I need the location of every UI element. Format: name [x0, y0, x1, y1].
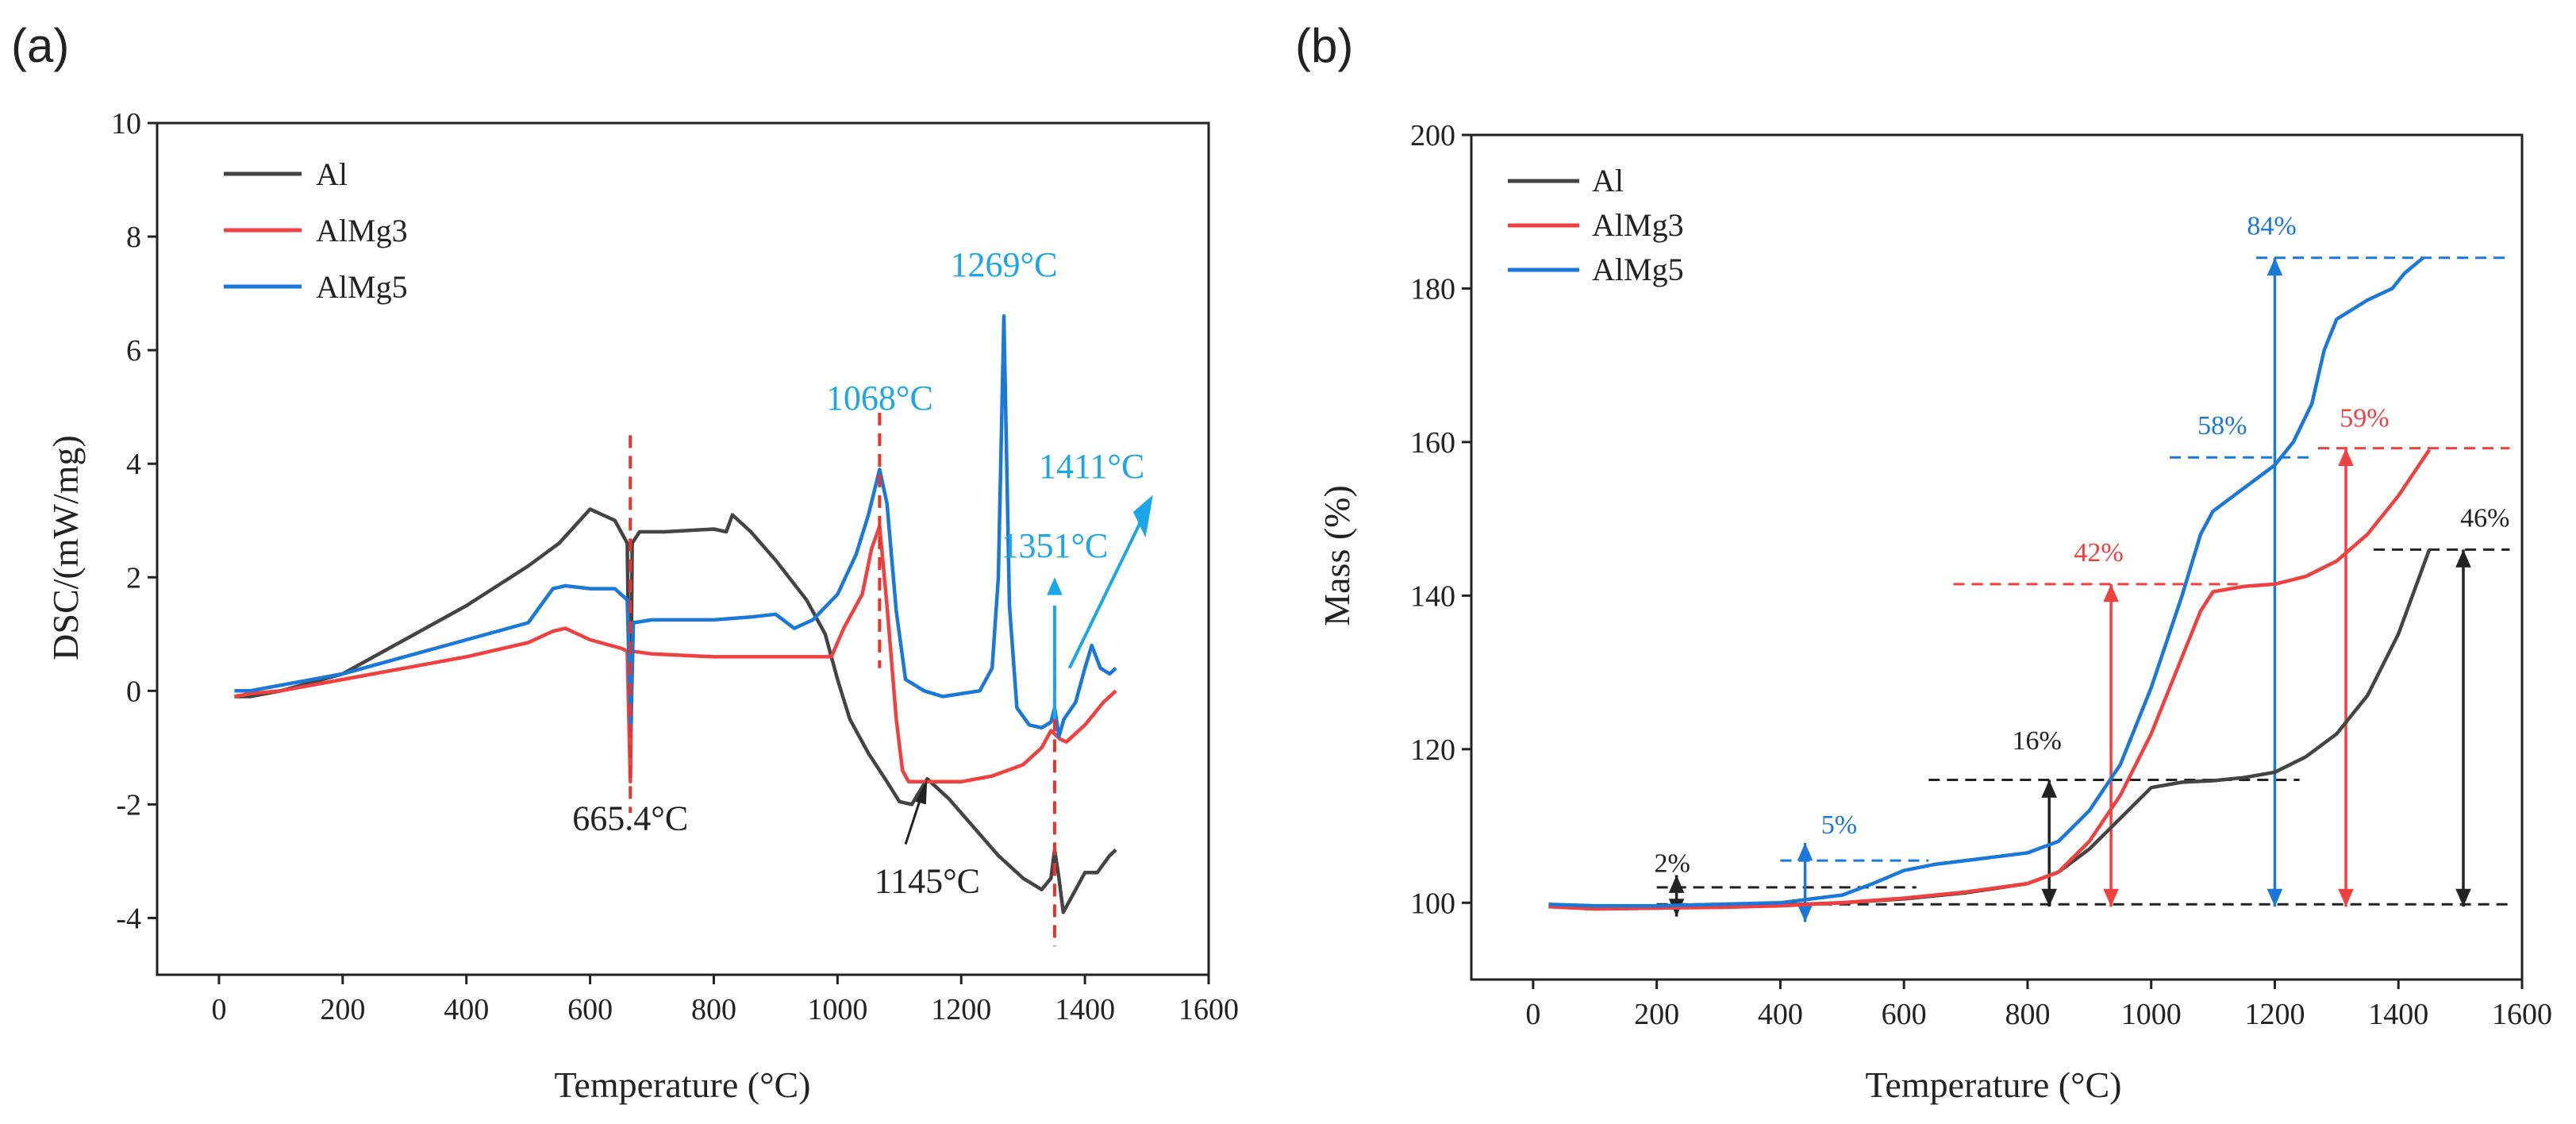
a-y-tick-label: 8 — [126, 221, 141, 254]
b-y-tick-label: 100 — [1410, 887, 1455, 920]
panel-a-label: (a) — [11, 19, 69, 72]
b-x-tick-label: 400 — [1758, 998, 1803, 1031]
panel-b-label: (b) — [1295, 19, 1353, 72]
a-series-almg3 — [233, 524, 1117, 784]
b-arrow-2pct-head-top — [1668, 875, 1685, 893]
b-arrow-42pct-head-bottom — [2103, 888, 2119, 907]
b-x-tick-label: 1000 — [2121, 998, 2182, 1031]
a-annotation-label: 1068°C — [826, 379, 933, 418]
b-arrow-42pct-head-top — [2103, 583, 2119, 602]
panel-b-x-axis-label: Temperature (°C) — [1866, 1064, 2122, 1105]
a-x-tick-label: 1400 — [1055, 993, 1115, 1026]
b-x-tick-label: 1600 — [2492, 998, 2552, 1031]
a-arrow-1411 — [1067, 508, 1148, 669]
b-annotation-label: 59% — [2340, 404, 2389, 433]
b-annotation-label: 5% — [1821, 810, 1857, 840]
b-x-tick-label: 800 — [2005, 998, 2050, 1031]
b-x-tick-label: 1400 — [2368, 998, 2428, 1031]
b-annotation-label: 46% — [2460, 503, 2509, 533]
b-annotation-label: 84% — [2247, 212, 2296, 241]
b-y-tick-label: 120 — [1410, 733, 1455, 767]
b-y-tick-label: 200 — [1410, 119, 1455, 152]
b-y-tick-label: 160 — [1410, 426, 1455, 460]
b-series-almg5 — [1548, 256, 2424, 908]
b-arrow-59pct-head-bottom — [2338, 888, 2354, 907]
a-y-tick-label: -2 — [116, 788, 141, 822]
a-arrow-1411-head — [1132, 495, 1153, 538]
b-y-tick-label: 140 — [1410, 579, 1455, 613]
a-annotation-label: 665.4°C — [572, 799, 688, 838]
a-annotation-label: 1269°C — [951, 245, 1058, 284]
a-x-tick-label: 1600 — [1178, 993, 1239, 1026]
legend-a-label-almg5: AlMg5 — [316, 269, 408, 305]
a-x-tick-label: 1000 — [807, 993, 867, 1026]
legend-a-label-al: Al — [316, 156, 348, 192]
panel-a-plot-frame — [156, 121, 1210, 976]
panel-b-legend: Al AlMg3 AlMg5 — [1508, 163, 1684, 287]
a-y-tick-label: 10 — [111, 107, 141, 140]
a-x-tick-label: 600 — [567, 993, 613, 1026]
legend-b-label-al: Al — [1592, 163, 1624, 198]
legend-b-label-almg3: AlMg3 — [1592, 207, 1684, 243]
panel-b-y-axis-label: Mass (%) — [1317, 485, 1357, 626]
b-annotation-label: 58% — [2197, 411, 2247, 441]
b-arrow-16pct-head-bottom — [2041, 888, 2057, 907]
panel-b-mass-chart: (b) 0 200 400 600 800 1000 1200 1400 1600 100 120 1… — [1295, 19, 2552, 1105]
panel-b-plot-frame — [1470, 133, 2524, 981]
b-arrow-46pct-head-bottom — [2455, 888, 2471, 907]
panel-a-dsc-chart: (a) 0 200 400 600 800 1000 1200 1400 1600 -4 -2 0 2 4… — [11, 19, 1239, 1105]
b-arrow-5pct-head-bottom — [1797, 904, 1813, 922]
a-y-tick-label: 0 — [126, 675, 141, 708]
a-x-tick-label: 0 — [211, 993, 226, 1026]
b-arrow-5pct-head-top — [1797, 842, 1813, 861]
b-annotation-label: 42% — [2074, 538, 2123, 568]
b-x-tick-label: 200 — [1634, 998, 1679, 1031]
b-arrow-59pct-head-top — [2338, 448, 2354, 467]
b-x-tick-label: 1200 — [2244, 998, 2305, 1031]
b-arrow-84pct-head-bottom — [2266, 888, 2283, 907]
a-x-tick-label: 1200 — [931, 993, 991, 1026]
a-arrow-1351-head — [1047, 577, 1063, 595]
b-arrow-16pct-head-top — [2041, 779, 2057, 798]
b-annotation-label: 16% — [2012, 726, 2061, 756]
a-x-tick-label: 400 — [444, 993, 489, 1026]
a-annotation-label: 1411°C — [1039, 447, 1144, 486]
panel-a-x-axis-label: Temperature (°C) — [555, 1064, 811, 1105]
a-y-tick-label: -4 — [116, 902, 141, 935]
panel-a-legend: Al AlMg3 AlMg5 — [224, 156, 408, 305]
b-x-tick-label: 600 — [1882, 998, 1927, 1031]
a-arrow-1145-head — [915, 779, 928, 805]
panel-a-y-axis-label: DSC/(mW/mg) — [45, 435, 86, 660]
a-y-tick-label: 6 — [126, 334, 141, 368]
a-y-tick-label: 2 — [126, 561, 141, 595]
b-arrow-84pct-head-top — [2266, 257, 2283, 276]
a-annotation-label: 1145°C — [875, 861, 980, 900]
a-y-tick-label: 4 — [126, 448, 141, 481]
legend-a-label-almg3: AlMg3 — [316, 213, 408, 248]
a-annotation-label: 1351°C — [1001, 526, 1108, 565]
b-series-almg3 — [1548, 448, 2432, 911]
a-x-tick-label: 800 — [691, 993, 736, 1026]
b-y-tick-label: 180 — [1410, 272, 1455, 306]
a-x-tick-label: 200 — [320, 993, 365, 1026]
legend-b-label-almg5: AlMg5 — [1592, 252, 1684, 287]
b-arrow-46pct-head-top — [2455, 549, 2471, 568]
b-x-tick-label: 0 — [1525, 998, 1540, 1031]
a-series-al — [234, 507, 1117, 914]
b-annotation-label: 2% — [1654, 849, 1690, 879]
